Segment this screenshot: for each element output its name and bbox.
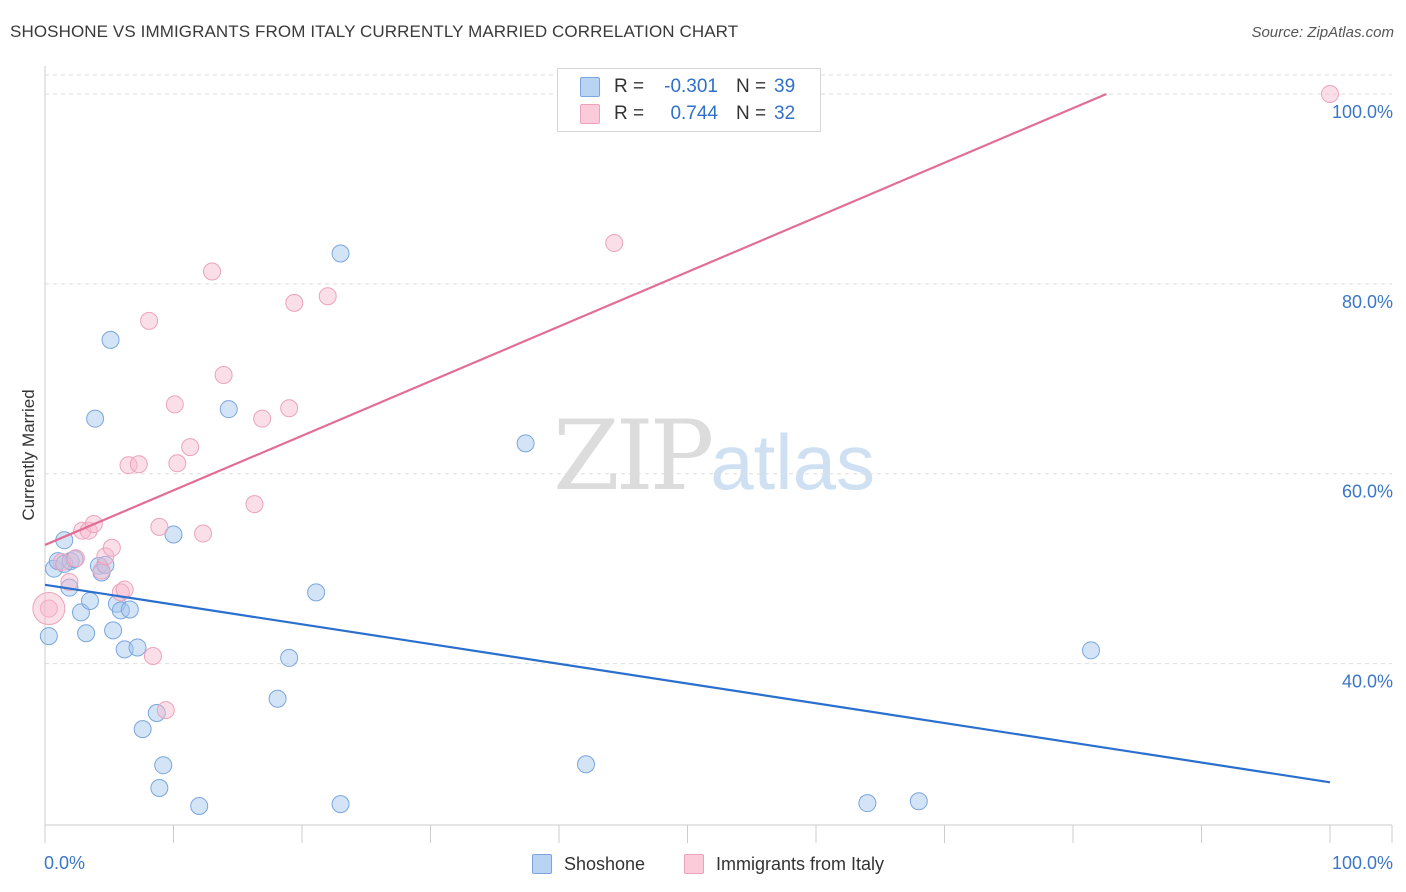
- italy-point: [245, 495, 264, 514]
- shoshone-point: [111, 601, 130, 620]
- y-tick-label: 80.0%: [1342, 292, 1393, 312]
- italy-point: [102, 538, 121, 557]
- italy-trend-line: [44, 92, 1107, 546]
- italy-point: [143, 647, 162, 666]
- italy-point: [1321, 84, 1339, 103]
- shoshone-point: [120, 600, 139, 619]
- y-tick-label: 60.0%: [1342, 482, 1393, 502]
- shoshone-point: [331, 244, 350, 263]
- bottom-legend-shoshone: Shoshone: [532, 852, 645, 876]
- italy-point: [140, 311, 159, 330]
- shoshone-point: [164, 525, 183, 544]
- italy-point: [52, 553, 71, 572]
- y-tick-label: 40.0%: [1342, 672, 1393, 692]
- shoshone-point: [909, 792, 928, 811]
- shoshone-point: [1081, 641, 1100, 660]
- legend-r-value: -0.301: [664, 76, 718, 97]
- source-label: Source: ZipAtlas.com: [1251, 24, 1394, 41]
- italy-point: [181, 438, 200, 457]
- shoshone-point: [280, 648, 299, 667]
- bottom-legend-label-shoshone: Shoshone: [564, 853, 646, 874]
- legend-n-value: 32: [774, 103, 796, 124]
- italy-point: [92, 561, 111, 580]
- legend-row-italy: R = 0.744 N = 32: [580, 102, 795, 126]
- shoshone-point: [104, 621, 123, 640]
- shoshone-point: [150, 778, 169, 797]
- shoshone-point: [858, 794, 877, 813]
- shoshone-point: [77, 624, 96, 643]
- legend-row-shoshone: R = -0.301 N = 39: [580, 75, 795, 99]
- italy-point: [203, 262, 222, 281]
- italy-point: [214, 366, 233, 384]
- shoshone-trend-line: [44, 583, 1331, 784]
- italy-point: [66, 549, 85, 568]
- italy-point: [39, 599, 58, 618]
- legend-n-value: 39: [774, 76, 796, 97]
- italy-point: [605, 234, 624, 253]
- bottom-legend-swatch-italy: [684, 854, 704, 874]
- shoshone-point: [576, 755, 595, 774]
- watermark-atlas: atlas: [710, 418, 875, 506]
- watermark-zip: ZIP: [553, 400, 714, 512]
- italy-point: [285, 293, 304, 312]
- shoshone-point: [190, 797, 209, 816]
- italy-point: [156, 701, 175, 720]
- shoshone-point: [86, 409, 105, 428]
- italy-point: [280, 399, 299, 418]
- legend-swatch-italy: [580, 104, 600, 124]
- shoshone-point: [307, 583, 326, 602]
- shoshone-point: [39, 627, 58, 646]
- shoshone-point: [80, 591, 99, 610]
- italy-point: [318, 287, 337, 306]
- italy-point: [150, 517, 169, 536]
- x-tick-label: 100.0%: [1332, 853, 1393, 873]
- italy-point: [60, 572, 79, 591]
- bottom-legend-swatch-shoshone: [532, 854, 552, 874]
- shoshone-point: [268, 689, 287, 708]
- italy-point: [129, 455, 148, 474]
- italy-point: [168, 454, 187, 473]
- shoshone-point: [128, 638, 147, 657]
- shoshone-point: [219, 400, 238, 419]
- shoshone-point: [154, 756, 173, 775]
- y-tick-label: 100.0%: [1332, 102, 1393, 122]
- watermark: ZIPatlas: [553, 400, 875, 512]
- chart-title: SHOSHONE VS IMMIGRANTS FROM ITALY CURREN…: [10, 22, 739, 41]
- bottom-legend-label-italy: Immigrants from Italy: [716, 853, 885, 874]
- legend-n-label: N =: [736, 76, 767, 97]
- shoshone-point: [133, 720, 152, 739]
- legend-r-label: R =: [614, 76, 645, 97]
- shoshone-point: [516, 434, 535, 453]
- shoshone-point: [331, 795, 350, 814]
- italy-point: [165, 395, 184, 414]
- x-tick-label: 0.0%: [44, 853, 85, 873]
- legend-r-value: 0.744: [670, 103, 718, 124]
- legend-n-label: N =: [736, 103, 767, 124]
- correlation-legend: R = -0.301 N = 39 R = 0.744 N = 32: [557, 68, 821, 132]
- italy-point: [194, 524, 213, 543]
- italy-point: [253, 409, 272, 428]
- italy-point-large: [32, 592, 66, 626]
- legend-swatch-shoshone: [580, 77, 600, 97]
- italy-point: [119, 456, 138, 475]
- bottom-legend-italy: Immigrants from Italy: [684, 852, 884, 876]
- shoshone-point: [101, 330, 120, 349]
- legend-r-label: R =: [614, 103, 645, 124]
- y-axis-title: Currently Married: [19, 389, 38, 520]
